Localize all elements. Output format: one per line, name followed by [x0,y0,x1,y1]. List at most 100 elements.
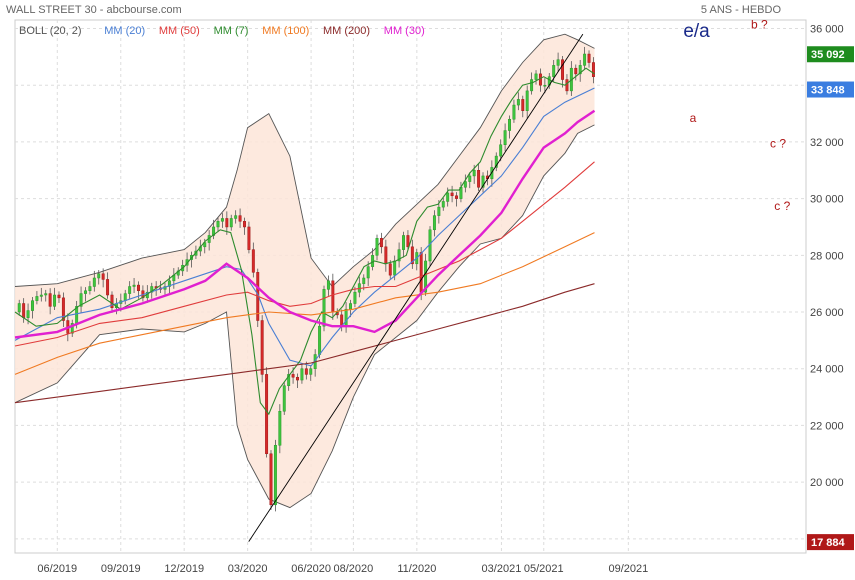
legend-item: MM (50) [159,25,200,37]
candle [278,404,282,454]
candle-body [287,374,291,386]
chart-period: 5 ANS - HEBDO [701,4,782,16]
candle [561,56,564,88]
candle [406,230,410,251]
candle-body [481,175,485,188]
candle [353,286,357,308]
candle [402,231,405,258]
candle-body [282,385,286,412]
candle [216,217,220,233]
candle [499,139,503,162]
candle [530,72,534,95]
x-tick-label: 05/2021 [524,563,564,575]
candle [410,239,414,269]
wave-annotation: e/a [683,21,710,42]
candle-body [450,192,454,197]
candle [494,152,498,172]
candle-body [353,291,357,304]
candle-body [48,293,52,307]
wave-annotation: c ? [774,199,790,213]
candle [243,217,246,235]
wave-annotation: b ? [751,18,768,32]
wave-annotation: c ? [770,137,786,151]
x-tick-label: 06/2019 [37,563,77,575]
candle-body [31,300,34,311]
candle-body [397,249,401,262]
legend-item: MM (7) [214,25,249,37]
candle-body [521,99,525,111]
candle-body [84,290,87,294]
trend-line [248,33,584,542]
candle-body [225,218,229,228]
legend-item: BOLL (20, 2) [19,25,82,37]
candle-body [26,310,30,318]
candle [309,365,313,381]
candle-body [296,376,299,381]
candle-body [53,294,57,307]
legend-item: MM (30) [384,25,425,37]
candle-body [106,279,110,296]
candle-body [260,320,264,375]
candle [326,275,330,296]
candle-body [70,323,74,334]
candle-body [591,62,595,77]
candle-body [123,293,127,301]
candle-body [508,118,511,131]
candle [578,59,582,82]
candle-body [92,277,96,287]
candle-body [512,104,516,120]
candle [481,172,485,193]
y-tick-label: 26 000 [810,307,844,319]
candle [463,174,467,193]
candle [251,242,255,278]
candle-body [583,53,587,66]
candle [397,242,401,268]
candle [110,291,114,313]
candle [256,268,260,328]
candle-body [39,294,43,297]
legend-item: MM (200) [323,25,370,37]
candle [583,46,587,70]
price-tag: 35 092 [807,46,854,63]
candle [574,64,578,81]
candle-body [525,90,529,111]
candle [521,95,525,118]
x-tick-label: 09/2021 [608,563,648,575]
candle-body [384,246,388,265]
wave-annotation: a [690,111,697,125]
y-tick-label: 32 000 [810,137,844,149]
candle-body [22,303,26,318]
candle [512,99,516,123]
candle-body [216,221,220,228]
candle-body [406,235,410,248]
candle [591,57,595,84]
candle-body [247,226,251,250]
candle [61,292,65,328]
candle-body [88,286,92,292]
candle-body [132,284,136,287]
candle [477,163,481,191]
candle-body [468,175,472,182]
bollinger-band-fill [15,34,595,508]
candle-body [556,59,560,66]
candle-body [243,221,246,228]
candle [31,296,34,319]
candle [432,210,436,237]
candle [39,287,43,302]
candle-body [234,215,238,219]
price-tag: 17 884 [807,534,854,551]
price-tag-box [807,81,854,98]
candle-body [79,293,83,307]
price-tag-box [807,534,854,551]
candle [282,382,286,415]
candle [220,213,224,228]
candle-body [269,453,273,506]
candle-body [388,263,392,276]
candle-body [446,192,450,202]
candle [229,214,233,231]
candle [57,291,61,303]
candle [132,277,136,294]
candle-body [128,286,132,294]
candle-body [278,410,282,446]
